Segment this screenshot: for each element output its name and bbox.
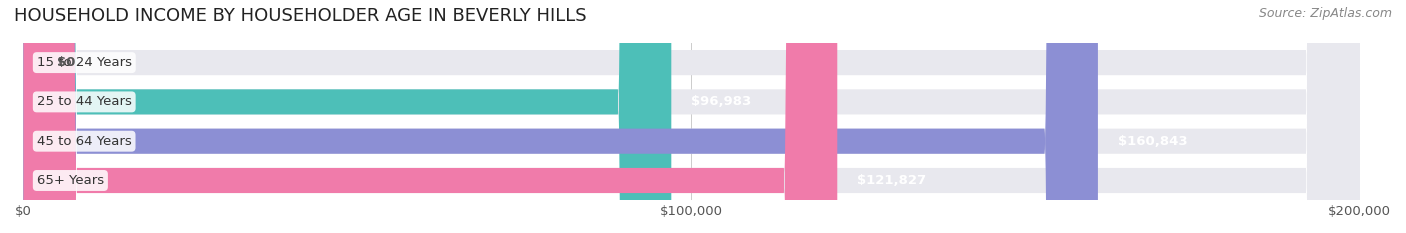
- Text: 15 to 24 Years: 15 to 24 Years: [37, 56, 132, 69]
- FancyBboxPatch shape: [24, 0, 838, 233]
- Text: $160,843: $160,843: [1118, 135, 1188, 148]
- Text: 65+ Years: 65+ Years: [37, 174, 104, 187]
- Text: $0: $0: [56, 56, 75, 69]
- Text: $121,827: $121,827: [858, 174, 927, 187]
- Text: $96,983: $96,983: [692, 95, 752, 108]
- Text: HOUSEHOLD INCOME BY HOUSEHOLDER AGE IN BEVERLY HILLS: HOUSEHOLD INCOME BY HOUSEHOLDER AGE IN B…: [14, 7, 586, 25]
- Text: 45 to 64 Years: 45 to 64 Years: [37, 135, 132, 148]
- Text: Source: ZipAtlas.com: Source: ZipAtlas.com: [1258, 7, 1392, 20]
- FancyBboxPatch shape: [24, 0, 1098, 233]
- Text: 25 to 44 Years: 25 to 44 Years: [37, 95, 132, 108]
- FancyBboxPatch shape: [24, 0, 1360, 233]
- FancyBboxPatch shape: [24, 0, 1360, 233]
- FancyBboxPatch shape: [24, 0, 671, 233]
- FancyBboxPatch shape: [24, 0, 1360, 233]
- FancyBboxPatch shape: [24, 0, 1360, 233]
